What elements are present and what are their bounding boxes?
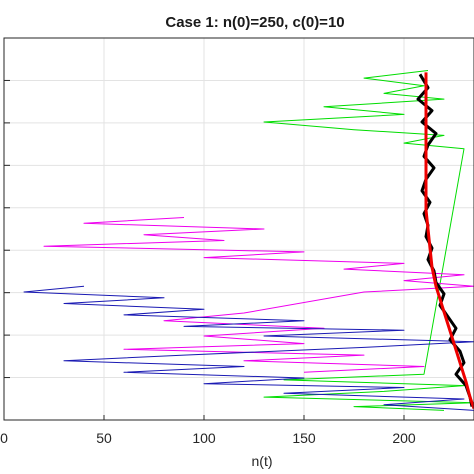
x-tick-label: 50 bbox=[96, 430, 112, 446]
chart-title: Case 1: n(0)=250, c(0)=10 bbox=[165, 14, 344, 31]
y-ticks bbox=[4, 79, 10, 379]
series-line-3 bbox=[23, 285, 474, 411]
x-tick-label: 100 bbox=[192, 430, 216, 446]
grid bbox=[3, 38, 474, 420]
x-tick-label: 0 bbox=[0, 430, 8, 446]
plot-area bbox=[4, 38, 474, 420]
series-line-2 bbox=[43, 217, 474, 373]
x-axis-label: n(t) bbox=[252, 453, 273, 469]
x-tick-label: 150 bbox=[292, 430, 316, 446]
series-group bbox=[23, 70, 474, 411]
series-line-5 bbox=[424, 72, 474, 409]
plot-frame bbox=[3, 37, 474, 421]
x-ticks: 0 50 100 150 200 bbox=[0, 415, 416, 446]
series-line-1 bbox=[263, 70, 474, 411]
x-tick-label: 200 bbox=[392, 430, 416, 446]
